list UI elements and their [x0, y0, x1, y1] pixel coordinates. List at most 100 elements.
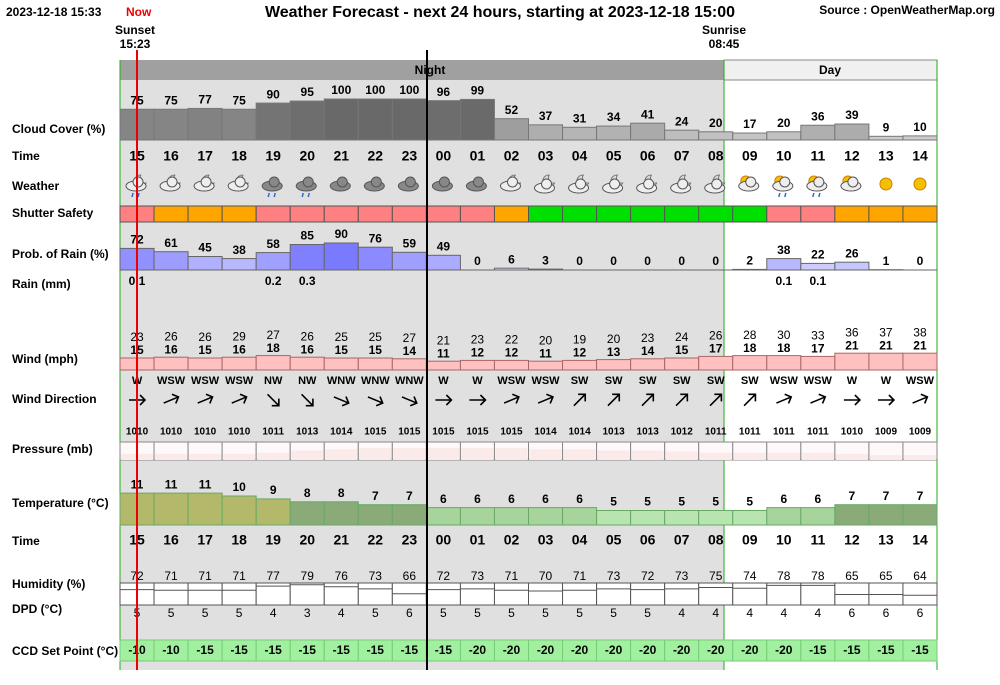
cloud-value: 9	[883, 120, 890, 134]
humidity-value: 77	[267, 569, 281, 583]
pressure-value: 1013	[296, 427, 319, 438]
rain-prob-value: 59	[403, 236, 417, 250]
shutter-cell	[733, 206, 767, 222]
hour: 12	[844, 532, 860, 548]
rain-prob-value: 0	[610, 254, 617, 268]
wind-speed: 15	[335, 343, 349, 357]
day-label: Day	[819, 63, 841, 77]
dpd-value: 5	[474, 606, 481, 620]
humidity-box	[699, 583, 733, 605]
pressure-value: 1014	[568, 427, 591, 438]
wind-speed: 17	[709, 342, 723, 356]
ccd-value: -20	[775, 643, 793, 657]
temperature-value: 11	[165, 477, 178, 491]
hour: 23	[402, 532, 418, 548]
wind-arrow-shape	[911, 392, 930, 407]
wind-direction: SW	[741, 375, 759, 387]
humidity-value: 74	[743, 569, 757, 583]
dpd-value: 4	[678, 606, 685, 620]
wind-gust: 28	[743, 328, 757, 342]
icon-cloud	[235, 177, 245, 187]
rain-prob-value: 76	[369, 231, 383, 245]
cloud-value: 39	[845, 108, 859, 122]
rain-prob-value: 38	[777, 243, 791, 257]
temperature-bar	[358, 505, 392, 525]
wind-direction: WSW	[770, 375, 799, 387]
wind-bar	[494, 360, 528, 370]
dpd-value: 6	[883, 606, 890, 620]
wind-gust: 25	[335, 330, 349, 344]
row-label: Wind (mph)	[12, 352, 78, 366]
pressure-bar	[802, 453, 834, 460]
ccd-value: -15	[230, 643, 248, 657]
rain-prob-bar	[222, 259, 256, 270]
wind-bar	[529, 361, 563, 370]
hour: 19	[265, 148, 281, 164]
temperature-bar	[290, 502, 324, 525]
hour: 00	[436, 532, 452, 548]
cloud-bar	[529, 125, 563, 140]
shutter-cell	[529, 206, 563, 222]
wind-bar	[699, 356, 733, 370]
pressure-bar	[359, 448, 391, 460]
wind-direction: SW	[605, 375, 623, 387]
wind-direction: WSW	[804, 375, 833, 387]
temperature-value: 5	[746, 495, 753, 509]
pressure-bar	[904, 455, 936, 460]
wind-speed: 18	[743, 341, 757, 355]
wind-gust: 21	[437, 333, 451, 347]
humidity-value: 75	[709, 569, 723, 583]
wind-arrow-shape	[775, 392, 794, 407]
sunrise-label: Sunrise	[702, 23, 746, 37]
rain-value: 0.3	[299, 274, 316, 288]
hour: 20	[299, 148, 315, 164]
humidity-box	[631, 583, 665, 605]
rain-prob-bar	[426, 255, 460, 270]
humidity-value: 78	[811, 569, 825, 583]
shutter-cell	[460, 206, 494, 222]
humidity-value: 70	[539, 569, 553, 583]
shutter-cell	[835, 206, 869, 222]
humidity-value: 72	[437, 569, 451, 583]
temperature-bar	[597, 511, 631, 526]
wind-gust: 26	[164, 329, 178, 343]
rain-prob-value: 0	[644, 254, 651, 268]
cloud-value: 100	[399, 83, 419, 97]
shutter-cell	[631, 206, 665, 222]
rain-prob-bar	[290, 245, 324, 271]
rain-prob-bar	[767, 259, 801, 270]
cloud-value: 34	[607, 110, 621, 124]
now-label: Now	[126, 5, 152, 19]
humidity-value: 65	[879, 569, 893, 583]
wind-speed: 17	[811, 342, 825, 356]
icon-cloud	[405, 177, 415, 187]
wind-bar	[597, 360, 631, 370]
wind-bar	[801, 356, 835, 370]
wind-arrow	[911, 392, 930, 407]
icon-cloud	[167, 177, 177, 187]
cloud-value: 24	[675, 114, 689, 128]
wind-gust: 23	[471, 333, 485, 347]
temperature-bar	[835, 505, 869, 525]
wind-gust: 36	[845, 325, 859, 339]
humidity-value: 76	[335, 569, 349, 583]
humidity-value: 73	[675, 569, 689, 583]
wind-gust: 38	[913, 325, 927, 339]
wind-bar	[188, 358, 222, 370]
pressure-value: 1015	[432, 427, 455, 438]
cloud-bar	[631, 123, 665, 140]
wind-bar	[631, 359, 665, 370]
hour: 01	[470, 148, 486, 164]
icon-cloud	[848, 177, 858, 187]
wind-speed: 15	[369, 343, 383, 357]
ccd-value: -20	[741, 643, 759, 657]
temperature-bar	[392, 505, 426, 525]
temperature-value: 7	[372, 489, 379, 503]
humidity-box	[290, 583, 324, 605]
rain-prob-bar	[358, 247, 392, 270]
cloud-bar	[665, 130, 699, 140]
wind-speed: 18	[267, 341, 281, 355]
pressure-value: 1010	[841, 427, 864, 438]
wind-speed: 12	[471, 346, 485, 360]
wind-direction: NW	[298, 375, 317, 387]
